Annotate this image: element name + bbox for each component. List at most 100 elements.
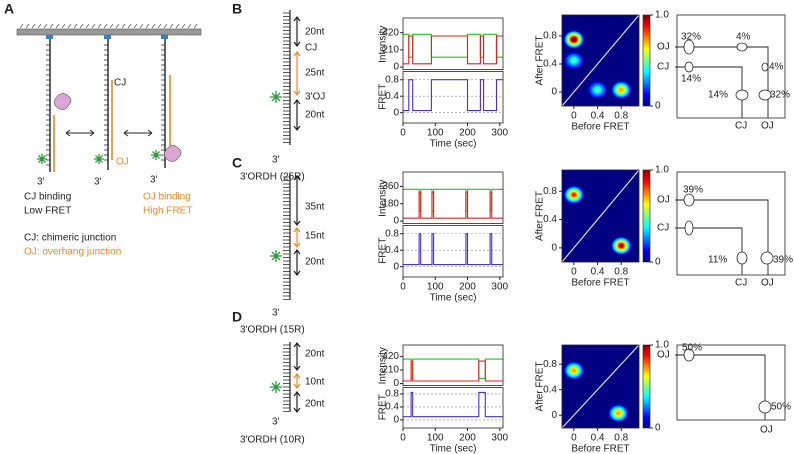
- acceptor-trace: [403, 191, 503, 219]
- kinetics-label: 4%: [769, 62, 784, 73]
- x-tick-label: 0.8: [614, 433, 628, 444]
- panel-label: D: [232, 309, 242, 325]
- state-node: [758, 89, 772, 101]
- axis-label: Time (sec): [430, 293, 477, 304]
- kinetics-label: 39%: [683, 185, 703, 196]
- x-tick-label: 0.8: [614, 111, 628, 122]
- heatmap-peaks: [563, 30, 631, 99]
- kinetics-label: CJ: [735, 121, 747, 132]
- ladder-rungs: [283, 12, 290, 143]
- length-arrow: [293, 249, 301, 276]
- schematic-label: 20nt: [305, 27, 325, 38]
- schematic-caption: 3'ORDH (10R): [240, 435, 305, 446]
- axis-label: Before FRET: [571, 278, 629, 289]
- x-tick-label: 0: [571, 433, 577, 444]
- y-tick-label: 0: [393, 415, 399, 426]
- state-node: [736, 42, 748, 52]
- state-node: [684, 220, 694, 236]
- kinetics-label: 4%: [736, 32, 751, 43]
- kinetics-frame: [676, 344, 786, 421]
- length-arrow: [293, 16, 301, 47]
- kinetics-frame: [676, 14, 786, 119]
- density-peak: [571, 58, 576, 63]
- kinetics-label: OJ: [761, 278, 774, 289]
- y-tick-label: 0: [393, 216, 399, 227]
- x-tick-label: 0: [571, 267, 577, 278]
- kinetics-label: 50%: [682, 343, 702, 354]
- x-tick-label: 200: [459, 128, 476, 139]
- axis-label: FRET: [378, 238, 389, 264]
- density-peak: [571, 368, 577, 373]
- kinetics-label: 32%: [770, 90, 790, 101]
- colorbar-label: 0: [655, 423, 661, 434]
- kinetics-label: OJ: [761, 121, 774, 132]
- kinetics-label: OJ: [760, 425, 773, 436]
- donor-trace: [403, 188, 503, 213]
- y-tick-label: 0: [393, 378, 399, 389]
- colorbar: [642, 14, 651, 107]
- axis-label: FRET: [378, 394, 389, 420]
- schematic-caption: 3'ORDH (15R): [240, 325, 305, 336]
- axis-label: FRET: [378, 84, 389, 110]
- y-tick-label: 210: [382, 45, 399, 56]
- colorbar-label: 1.0: [655, 340, 669, 351]
- y-tick-label: 0: [551, 87, 557, 98]
- plot-frame: [561, 169, 640, 263]
- fret-trace: [403, 79, 503, 112]
- kinetics-label: 32%: [681, 32, 701, 43]
- kinetics-label: 11%: [708, 255, 727, 266]
- schematic-label: 3': [272, 155, 280, 166]
- schematic-label: 3'OJ: [305, 92, 325, 103]
- schematic-label: 15nt: [305, 231, 325, 242]
- length-arrow: [293, 342, 301, 371]
- plot-frame: [402, 171, 504, 224]
- state-node: [735, 89, 749, 101]
- kinetics-lines: [675, 354, 766, 420]
- plot-frame: [402, 387, 504, 429]
- state-node: [683, 39, 695, 55]
- fluorophore: [270, 381, 282, 393]
- length-arrow: [293, 391, 301, 413]
- x-tick-label: 100: [427, 128, 444, 139]
- legend: CJ: chimeric junction: [24, 233, 116, 244]
- schematic-label: 10nt: [305, 377, 325, 388]
- heatmap-peaks: [564, 185, 632, 255]
- caption: High FRET: [143, 206, 192, 217]
- fluorophore: [270, 91, 282, 103]
- density-peak: [571, 37, 576, 42]
- axis-label: Intensity: [378, 347, 389, 384]
- y-tick-label: 0.4: [385, 91, 399, 102]
- length-arrow: [293, 51, 301, 96]
- x-tick-label: 300: [491, 128, 508, 139]
- kinetics-label: 39%: [773, 255, 793, 266]
- schematic-caption: 3'ORDH (25R): [240, 172, 305, 183]
- colorbar-label: 0: [655, 257, 661, 268]
- kinetics-label: CJ: [657, 62, 669, 73]
- panel-label: C: [232, 155, 242, 171]
- y-tick-label: 420: [382, 351, 399, 362]
- caption: Low FRET: [24, 206, 71, 217]
- plot-frame: [402, 225, 504, 278]
- x-tick-label: 0: [400, 433, 406, 444]
- three-prime: 3': [94, 177, 102, 188]
- panel-label: B: [232, 1, 242, 17]
- axis-label: Before FRET: [571, 444, 629, 454]
- state-node: [760, 251, 774, 265]
- y-tick-label: 210: [382, 365, 399, 376]
- axis-label: Time (sec): [430, 444, 477, 454]
- plot-frame: [561, 14, 640, 107]
- fret-trace: [403, 233, 503, 266]
- heatmap-peaks: [564, 361, 628, 423]
- caption: OJ binding: [143, 192, 191, 203]
- ladder-rungs: [283, 176, 290, 300]
- kinetics-label: 14%: [681, 74, 701, 85]
- ladder-rungs: [283, 344, 290, 412]
- length-arrow: [293, 175, 301, 226]
- panel-a-art: [16, 23, 202, 172]
- y-tick-label: 360: [382, 181, 399, 192]
- plot-frame: [561, 344, 640, 429]
- colorbar-label: 1.0: [655, 165, 669, 176]
- panel-label: A: [4, 1, 14, 17]
